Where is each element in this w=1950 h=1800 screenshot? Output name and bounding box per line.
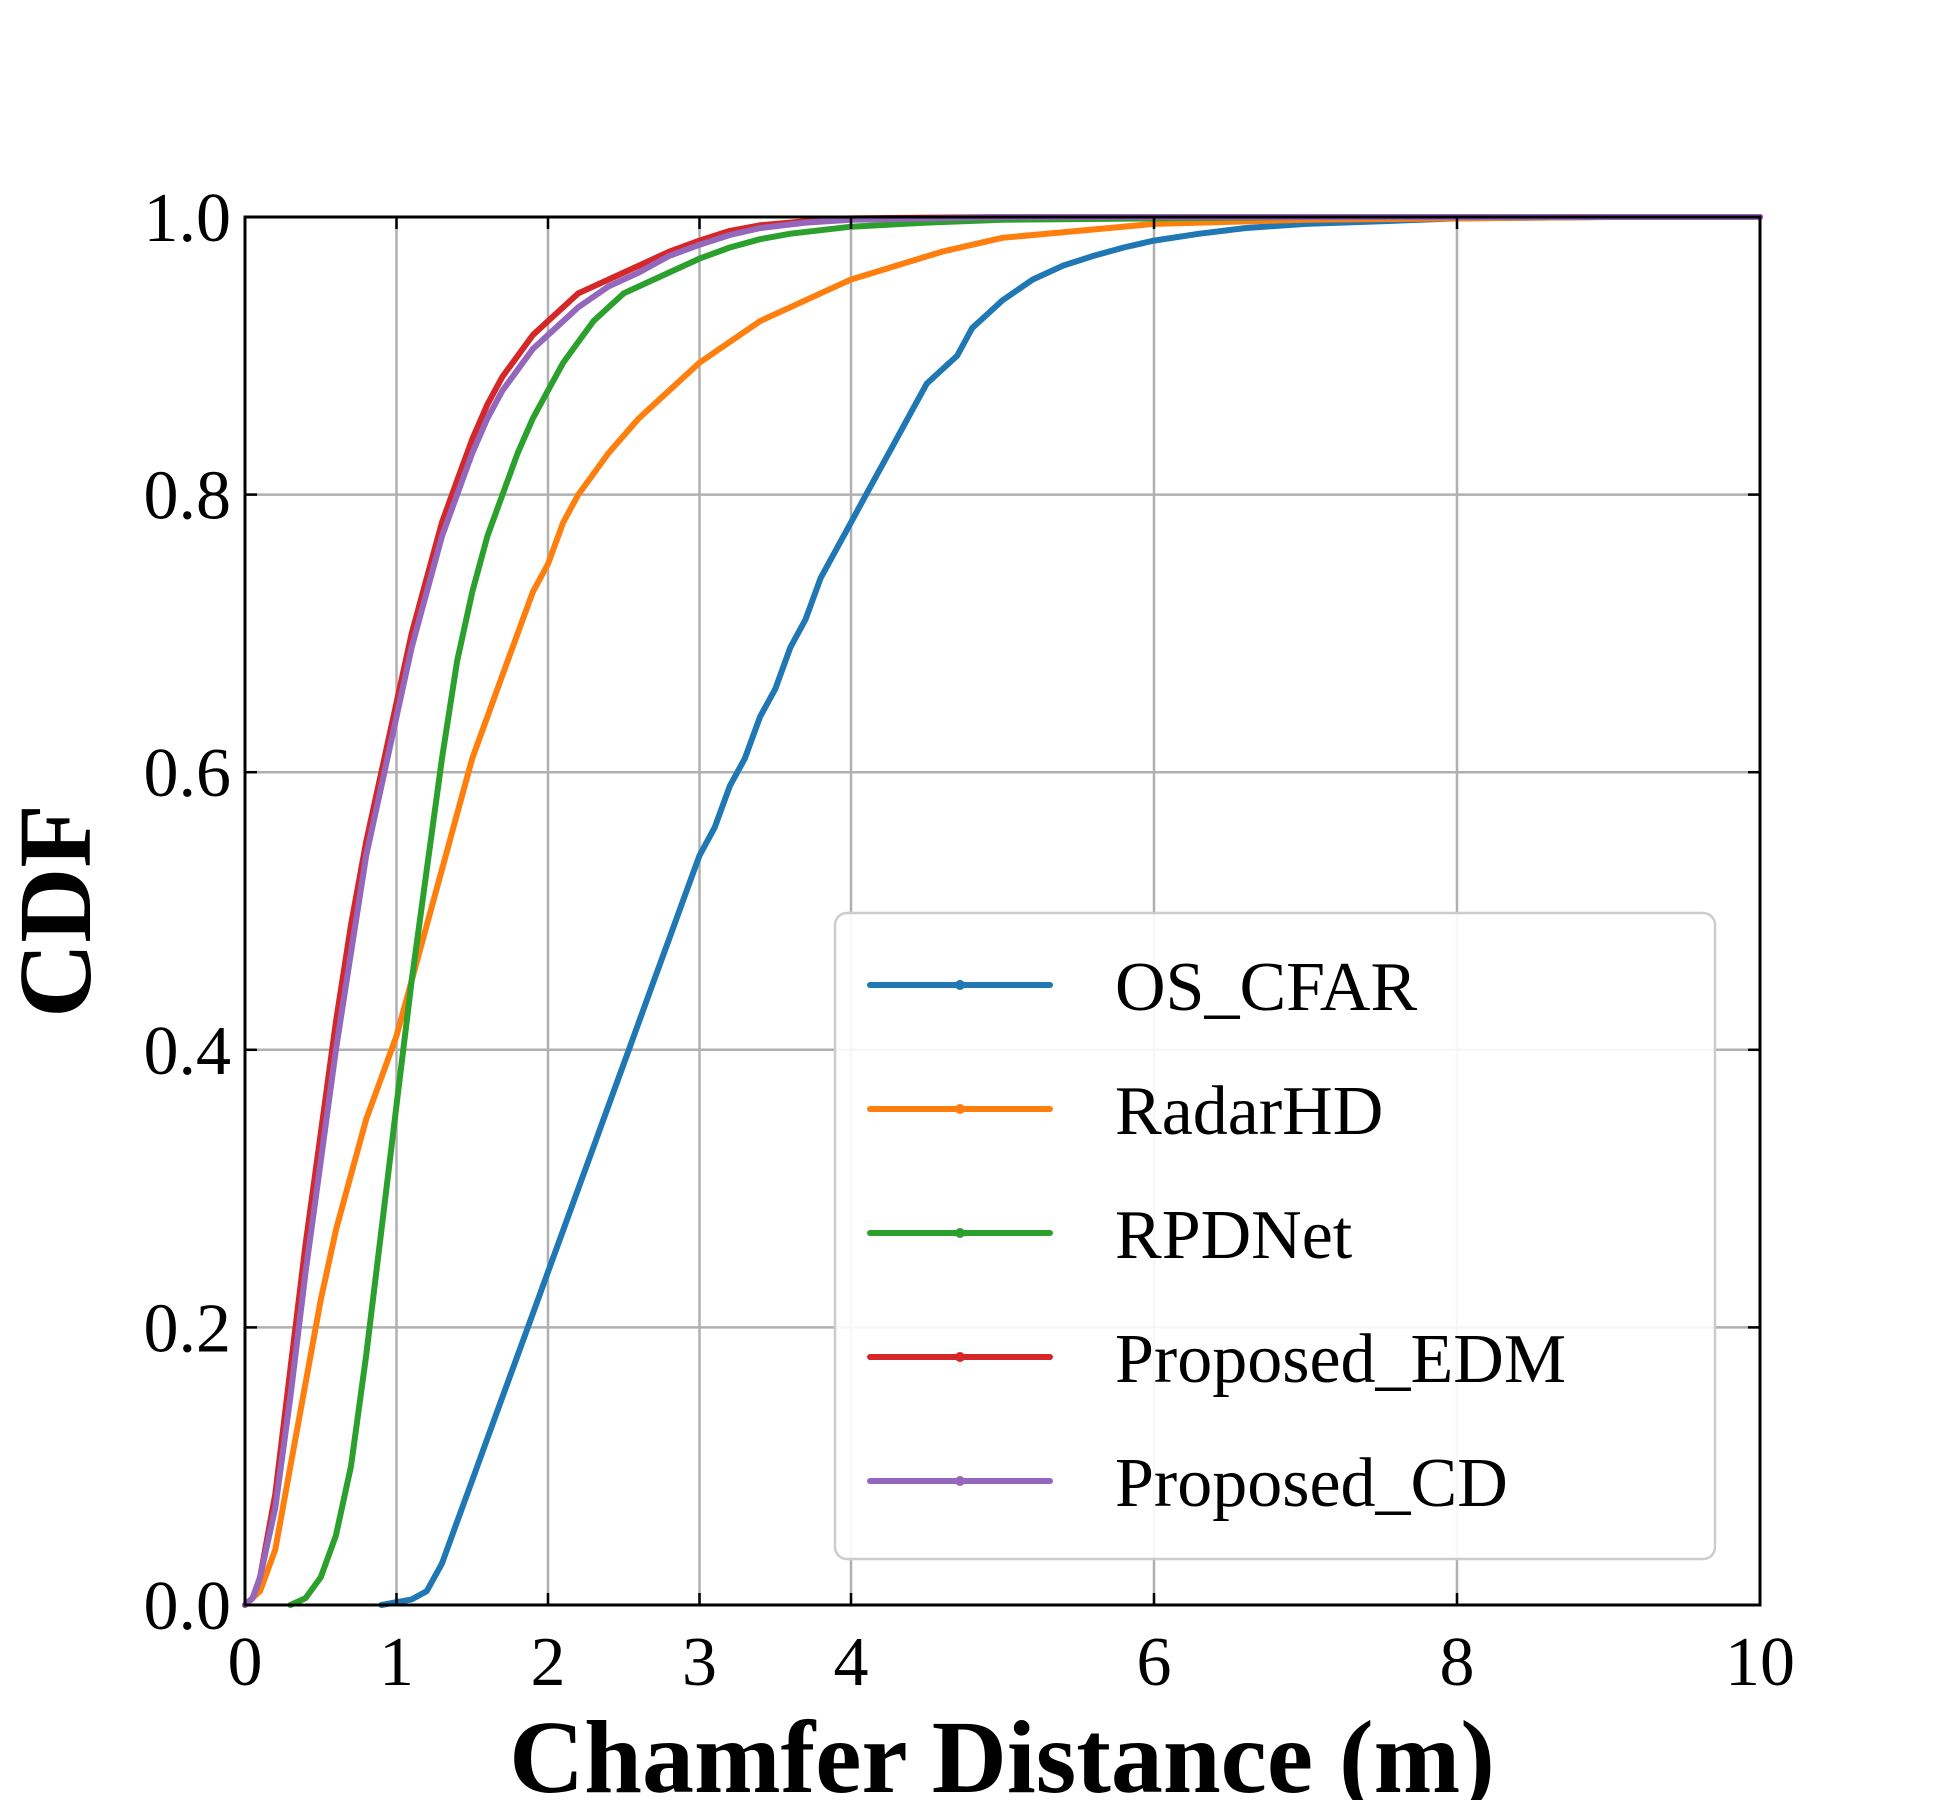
x-tick-label: 0 [228,1624,263,1701]
x-tick-label: 4 [834,1624,869,1701]
x-tick-label: 3 [682,1624,717,1701]
x-tick-label: 6 [1137,1624,1172,1701]
y-tick-label: 0.8 [144,458,232,535]
y-axis-title: CDF [0,804,113,1018]
series-group [242,214,1763,1608]
legend-label-proposed-edm: Proposed_EDM [1115,1321,1566,1398]
x-tick-label: 1 [379,1624,414,1701]
legend-entries: OS_CFAR RadarHD RPDNet Proposed_EDM Proposed… [867,949,1566,1522]
x-tick-label: 8 [1440,1624,1475,1701]
legend-label-os-cfar: OS_CFAR [1115,949,1417,1026]
y-tick-label: 0.2 [144,1290,232,1367]
legend-marker-rpdnet [955,1228,965,1238]
x-tick-label: 2 [531,1624,566,1701]
legend-box [833,911,1717,1561]
series-line-radarhd [242,214,1763,1608]
plot-frame [243,215,1762,1607]
y-tick-label: 0.6 [144,735,232,812]
legend-label-radarhd: RadarHD [1115,1073,1383,1150]
x-tick-label: 10 [1725,1624,1795,1701]
series-line-proposed-cd [242,214,1763,1608]
legend-marker-radarhd [955,1104,965,1114]
series-line-os-cfar [378,214,1763,1608]
legend: OS_CFAR RadarHD RPDNet Proposed_EDM Proposed… [833,911,1717,1561]
legend-label-proposed-cd: Proposed_CD [1115,1445,1508,1522]
legend-label-rpdnet: RPDNet [1115,1197,1353,1274]
legend-marker-proposed-edm [955,1352,965,1362]
x-axis-title: Chamfer Distance (m) [509,1700,1495,1800]
ticks [243,215,1762,1607]
tick-labels: 0 1 2 3 4 6 8 10 0.0 0.2 0.4 0.6 0.8 1.0 [144,180,1796,1701]
y-tick-label: 1.0 [144,180,232,257]
y-tick-label: 0.4 [144,1013,232,1090]
legend-marker-os-cfar [955,980,965,990]
series-line-rpdnet [287,214,1763,1608]
legend-marker-proposed-cd [955,1476,965,1486]
y-tick-label: 0.0 [144,1568,232,1645]
